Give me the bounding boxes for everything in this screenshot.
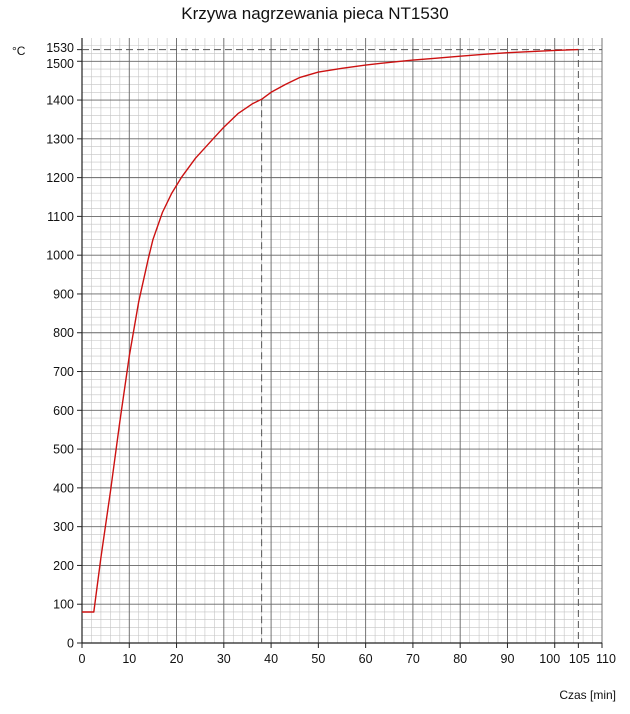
y-tick-label: 1530 [46, 41, 74, 55]
y-tick-label: 100 [53, 598, 74, 612]
y-tick-label: 1100 [47, 210, 74, 224]
y-tick-label: 200 [53, 559, 74, 573]
y-tick-label: 1500 [46, 57, 74, 71]
y-tick-label: 500 [53, 443, 74, 457]
x-tick-label: 105 [569, 652, 590, 666]
y-tick-label: 0 [67, 637, 74, 651]
x-tick-label: 0 [79, 652, 86, 666]
y-tick-label: 300 [53, 520, 74, 534]
x-tick-label: 110 [596, 652, 616, 666]
chart-title: Krzywa nagrzewania pieca NT1530 [181, 4, 449, 23]
y-axis-unit: °C [12, 44, 26, 58]
x-tick-label: 30 [217, 652, 231, 666]
x-tick-label: 100 [539, 652, 560, 666]
x-tick-label: 20 [170, 652, 184, 666]
y-tick-label: 800 [53, 326, 74, 340]
y-tick-label: 400 [53, 481, 74, 495]
y-tick-label: 600 [53, 404, 74, 418]
x-tick-label: 50 [311, 652, 325, 666]
x-tick-label: 90 [501, 652, 515, 666]
x-tick-label: 70 [406, 652, 420, 666]
y-tick-label: 900 [53, 287, 74, 301]
y-tick-label: 1200 [46, 171, 74, 185]
heating-curve-line [82, 48, 579, 613]
x-tick-label: 80 [453, 652, 467, 666]
y-tick-label: 1000 [46, 249, 74, 263]
x-tick-label: 10 [122, 652, 136, 666]
y-tick-label: 1300 [46, 132, 74, 146]
y-tick-label: 1400 [46, 94, 74, 108]
x-axis-label: Czas [min] [559, 688, 616, 702]
y-tick-label: 700 [53, 365, 74, 379]
x-tick-label: 60 [359, 652, 373, 666]
x-tick-label: 40 [264, 652, 278, 666]
